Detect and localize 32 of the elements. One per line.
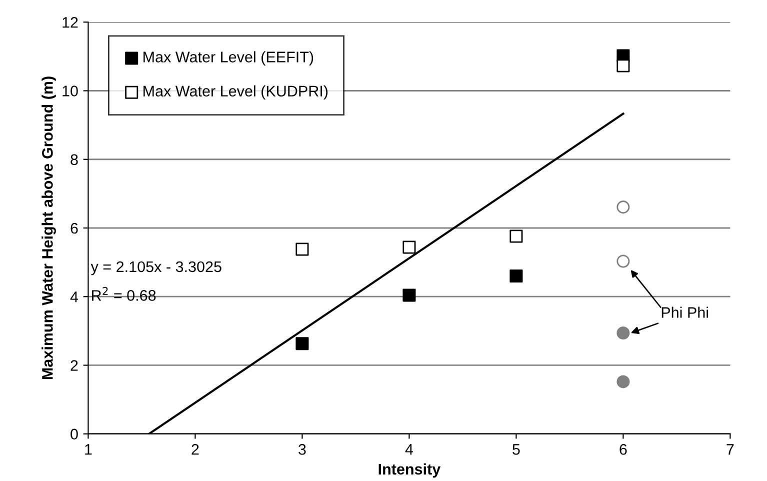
legend-label: Max Water Level (EEFIT) [144,51,314,66]
x-tick-label: 6 [620,444,627,455]
point [616,59,630,72]
y-tick-label: 10 [62,86,78,96]
legend-label: Max Water Level (KUDPRI) [144,85,328,100]
x-tick-label: 5 [512,444,520,455]
point [616,326,630,340]
point [510,270,523,283]
point [616,254,630,268]
y-tick-label: 2 [70,360,78,371]
point [296,242,309,256]
x-tick-label: 2 [192,444,199,455]
x-tick-label: 7 [726,444,734,455]
y-axis-title: Maximum Water Height above Ground (m) [42,76,56,380]
point [510,230,523,243]
y-tick-label: 8 [70,154,78,166]
x-axis-title: Intensity [378,463,441,478]
x-tick-label: 1 [85,444,92,455]
point [402,240,416,254]
y-tick-label: 12 [62,16,78,28]
annotation: R$^{2}$ = 0.68 [92,286,156,301]
y-tick-label: 0 [70,428,78,440]
y-tick-label: 4 [70,292,78,302]
x-tick-label: 3 [298,444,306,455]
point [296,337,309,350]
annotation: Phi Phi [662,306,708,318]
point [402,288,416,302]
point [616,375,630,388]
annotation: y = 2.105x - 3.3025 [90,261,222,276]
point [616,200,630,214]
x-tick-label: 4 [405,444,413,455]
y-tick-label: 6 [70,222,78,234]
